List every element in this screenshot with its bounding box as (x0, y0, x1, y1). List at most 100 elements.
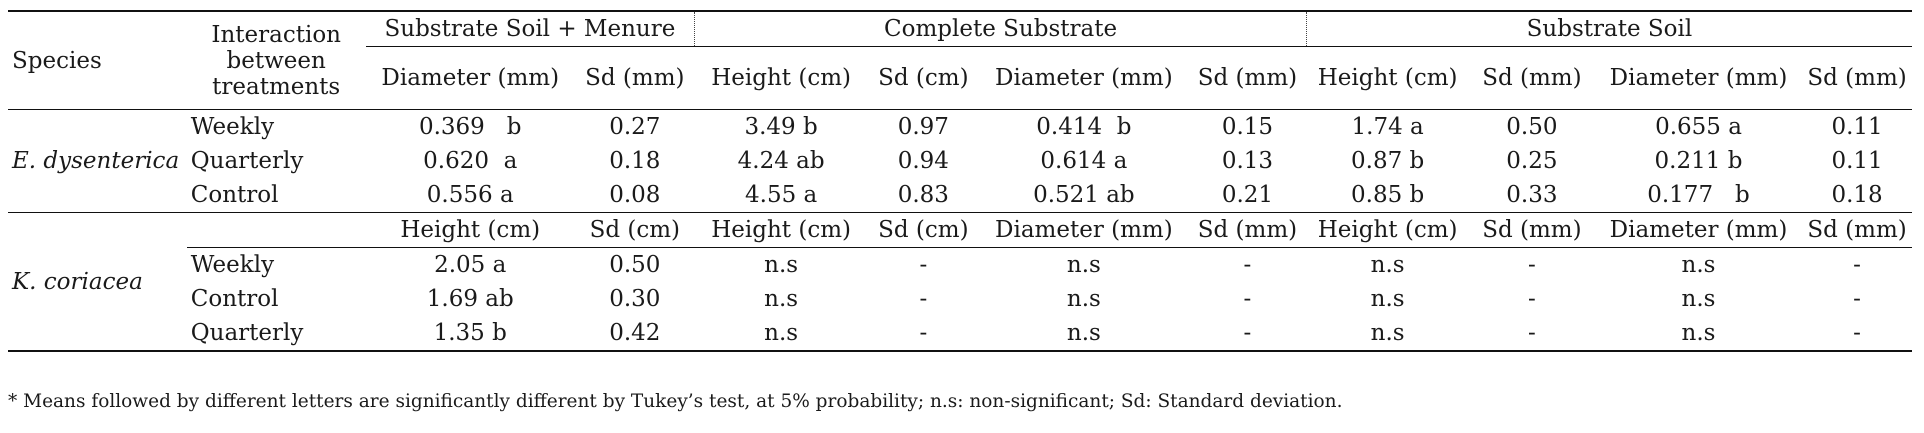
table-cell: 0.18 (609, 148, 661, 174)
subheader-cell: Sd (cm) (574, 212, 695, 248)
species-name: E. dysenterica (12, 148, 180, 174)
table-cell: n.s (1066, 252, 1101, 278)
table-cell: 0.177 b (1647, 182, 1750, 208)
table-cell: 0.614 a (1040, 148, 1128, 174)
table-cell: n.s (1681, 252, 1716, 278)
table-cell: - (1853, 252, 1861, 278)
subheader-cell: Sd (mm) (1188, 212, 1307, 248)
table-cell: 0.369 b (418, 114, 522, 140)
table-cell: 0.97 (897, 114, 949, 140)
table-cell: 0.211 b (1654, 148, 1743, 174)
table-cell: 0.556 a (426, 182, 514, 208)
treatment-label: Control (190, 182, 279, 208)
subheader-cell: Diameter (mm) (381, 65, 560, 91)
table-cell: - (1243, 320, 1252, 346)
results-table: Species Interaction between treatments S… (8, 10, 1912, 352)
table-cell: 0.620 a (423, 148, 518, 174)
table-cell: 4.55 a (745, 182, 818, 208)
table-cell: - (1243, 252, 1252, 278)
interaction-header-line2: between (226, 47, 326, 74)
table-cell: - (1528, 320, 1536, 346)
subheader-cell: Sd (mm) (1197, 65, 1298, 91)
interaction-header-line3: treatments (212, 73, 341, 100)
table-cell: n.s (1066, 320, 1101, 346)
subheader-cell: Sd (mm) (585, 65, 685, 91)
results-table-container: Species Interaction between treatments S… (8, 10, 1912, 352)
subheader-cell: Sd (mm) (1807, 65, 1907, 91)
table-cell: 2.05 a (434, 252, 507, 278)
table-cell: 0.655 a (1655, 114, 1742, 140)
table-cell: 1.74 a (1351, 114, 1424, 140)
table-row: Quarterly 1.35 b 0.42 n.s - n.s - n.s - … (8, 316, 1912, 351)
table-cell: 0.521 ab (1033, 182, 1135, 208)
table-cell: 0.414 b (1036, 114, 1132, 140)
species-name: K. coriacea (12, 268, 143, 295)
table-cell: n.s (1681, 286, 1716, 312)
treatment-label: Weekly (190, 114, 275, 140)
table-cell: 0.18 (1831, 182, 1883, 208)
table-cell: n.s (764, 286, 799, 312)
table-cell: - (1853, 286, 1861, 312)
table-cell: n.s (1370, 286, 1405, 312)
subheader-cell: Height (cm) (711, 65, 851, 91)
table-cell: 4.24 ab (737, 148, 825, 174)
table-cell: 0.83 (897, 182, 949, 208)
table-row: E. dysenterica Weekly 0.369 b 0.27 3.49 … (8, 109, 1912, 174)
table-footnote: * Means followed by different letters ar… (8, 391, 1343, 412)
table-cell: n.s (764, 320, 799, 346)
table-row: Control 0.556 a 0.08 4.55 a 0.83 0.521 a… (8, 178, 1912, 213)
table-cell: 0.15 (1221, 114, 1274, 140)
table-cell: 0.25 (1506, 148, 1558, 174)
table-cell: 1.69 ab (426, 286, 514, 312)
table-cell: 0.33 (1506, 182, 1558, 208)
table-cell: 0.42 (609, 320, 661, 346)
empty-cell (186, 212, 366, 248)
subheader-cell: Diameter (mm) (979, 212, 1189, 248)
table-cell: n.s (1066, 286, 1101, 312)
group-header-row: Species Interaction between treatments S… (8, 11, 1912, 100)
table-cell: n.s (1370, 252, 1405, 278)
group-header-soil-manure: Substrate Soil + Menure (365, 11, 696, 47)
table-cell: 0.87 b (1351, 148, 1425, 174)
interaction-header: Interaction between treatments (187, 11, 366, 110)
table-cell: - (919, 320, 928, 346)
subheader-cell: Sd (mm) (1468, 212, 1595, 248)
table-cell: n.s (1681, 320, 1716, 346)
table-cell: 0.08 (609, 182, 661, 208)
table-cell: - (1853, 320, 1861, 346)
treatment-label: Quarterly (190, 320, 304, 346)
subheader-cell: Diameter (mm) (1609, 65, 1788, 91)
table-cell: 0.21 (1221, 182, 1274, 208)
table-row: Control 1.69 ab 0.30 n.s - n.s - n.s - n… (8, 282, 1912, 316)
subheader-cell: Sd (cm) (867, 212, 980, 248)
subheader-cell: Diameter (mm) (1594, 212, 1803, 248)
subheader-cell: Sd (mm) (1802, 212, 1912, 248)
interaction-header-line1: Interaction (211, 21, 341, 48)
treatment-label: Control (190, 286, 279, 312)
table-cell: 0.50 (1506, 114, 1558, 140)
subheader-cell: Sd (mm) (1482, 65, 1582, 91)
table-cell: 0.11 (1831, 114, 1883, 140)
table-cell: - (1528, 252, 1536, 278)
table-cell: n.s (764, 252, 799, 278)
table-cell: n.s (1370, 320, 1405, 346)
treatment-label: Quarterly (190, 148, 304, 174)
species-header: Species (12, 47, 102, 74)
subheader-cell: Height (cm) (365, 212, 575, 248)
subheader-cell: Sd (cm) (878, 65, 969, 91)
subheader-row: Diameter (mm) Sd (mm) Height (cm) Sd (cm… (8, 47, 1912, 110)
table-cell: - (1528, 286, 1536, 312)
subheader-cell: Diameter (mm) (995, 65, 1173, 91)
table-cell: 0.50 (609, 252, 661, 278)
table-cell: 0.13 (1221, 148, 1274, 174)
table-cell: - (919, 286, 928, 312)
table-row: Weekly 2.05 a 0.50 n.s - n.s - n.s - n.s… (8, 248, 1912, 283)
table-cell: 3.49 b (744, 114, 818, 140)
table-cell: - (1243, 286, 1252, 312)
table-cell: 0.27 (609, 114, 661, 140)
table-cell: 0.30 (609, 286, 661, 312)
subheader-cell: Height (cm) (1306, 212, 1469, 248)
table-cell: 0.11 (1831, 148, 1883, 174)
table-cell: 0.85 b (1351, 182, 1425, 208)
subheader-cell: Height (cm) (1317, 65, 1458, 91)
